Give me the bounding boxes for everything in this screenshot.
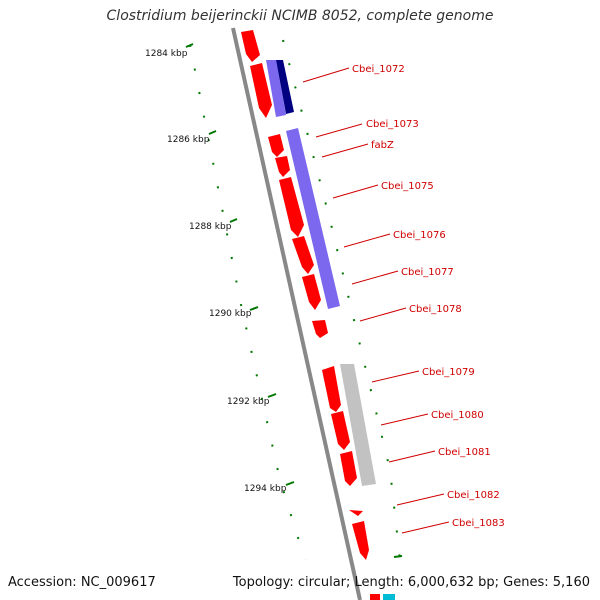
accession-text: Accession: NC_009617 <box>8 575 156 590</box>
cog-band-purple-1 <box>266 60 286 117</box>
cds-arrow <box>312 320 328 338</box>
cog-fragment <box>383 594 395 600</box>
cds-fragment <box>370 594 380 600</box>
cds-arrow <box>241 30 260 62</box>
inner-ring <box>282 39 401 561</box>
scale-label: 1290 kbp <box>209 309 252 319</box>
gene-label[interactable]: Cbei_1079 <box>422 367 475 378</box>
cds-arrow <box>279 177 304 237</box>
backbone <box>231 27 362 600</box>
gene-label[interactable]: Cbei_1077 <box>401 267 454 278</box>
cds-arrow <box>292 236 314 274</box>
map-title: Clostridium beijerinckii NCIMB 8052, com… <box>106 8 494 24</box>
cds-arrow <box>331 411 350 450</box>
scale-label: 1292 kbp <box>227 397 270 407</box>
scale-label: 1294 kbp <box>244 484 287 494</box>
cds-arrow <box>302 274 321 310</box>
gene-label[interactable]: fabZ <box>371 140 394 151</box>
scale-ring <box>189 44 306 561</box>
cog-band-purple-2 <box>286 128 340 309</box>
scale-label: 1288 kbp <box>189 222 232 232</box>
cds-arrow <box>268 134 284 157</box>
gene-label[interactable]: Cbei_1072 <box>352 64 405 75</box>
genome-summary-text: Topology: circular; Length: 6,000,632 bp… <box>232 575 590 590</box>
cds-arrow <box>275 156 290 177</box>
gene-label[interactable]: Cbei_1078 <box>409 304 462 315</box>
gene-label[interactable]: Cbei_1076 <box>393 230 446 241</box>
gene-label[interactable]: Cbei_1081 <box>438 447 491 458</box>
gene-label[interactable]: Cbei_1075 <box>381 181 434 192</box>
gene-label[interactable]: Cbei_1080 <box>431 410 484 421</box>
gene-label[interactable]: Cbei_1083 <box>452 518 505 529</box>
scale-label: 1284 kbp <box>145 49 188 59</box>
cds-arrow <box>340 451 357 486</box>
gene-label[interactable]: Cbei_1082 <box>447 490 500 501</box>
cog-band-navy <box>276 60 294 114</box>
cds-arrow <box>250 63 272 118</box>
gene-label[interactable]: Cbei_1073 <box>366 119 419 130</box>
cds-arrow <box>349 510 363 516</box>
cog-band-gray <box>340 364 376 486</box>
scale-label: 1286 kbp <box>167 135 210 145</box>
cds-arrow <box>322 366 341 412</box>
cds-arrow <box>352 521 369 560</box>
